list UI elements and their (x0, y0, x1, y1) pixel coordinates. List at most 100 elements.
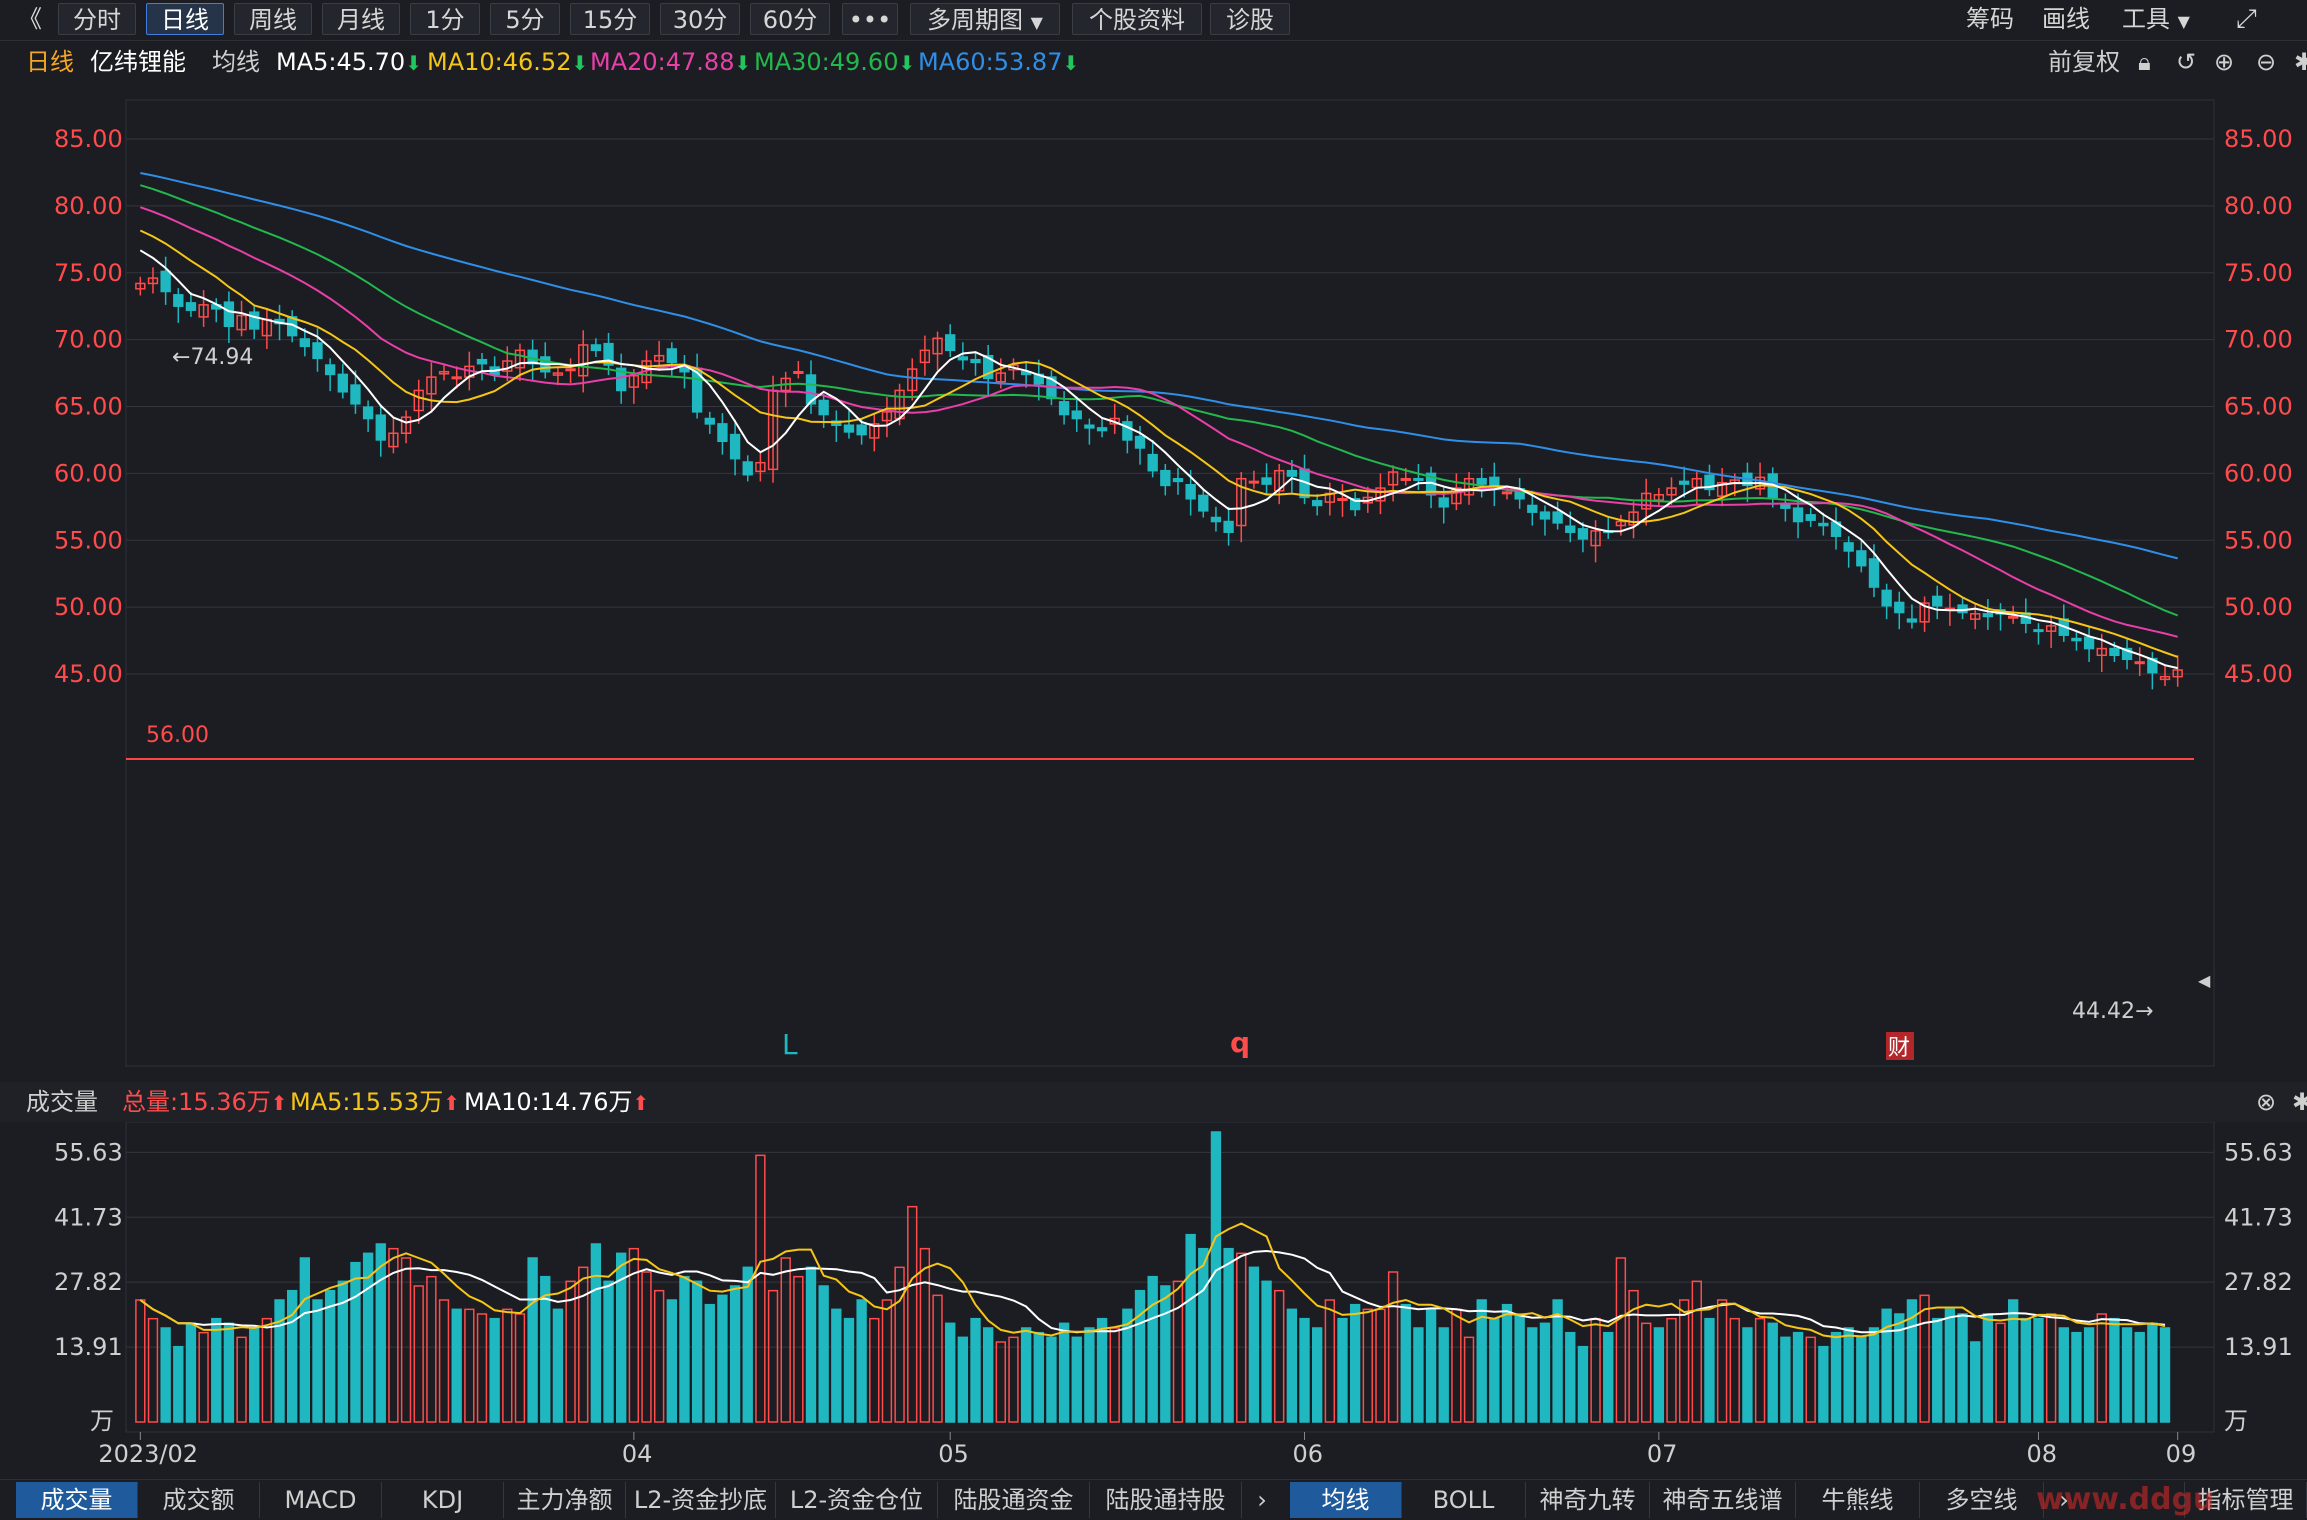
volume-bar[interactable] (729, 1285, 741, 1423)
candle[interactable] (400, 416, 412, 435)
volume-bar[interactable] (1248, 1266, 1260, 1423)
tab-long-short[interactable]: 多空线 (1920, 1482, 2044, 1518)
volume-bar[interactable] (2159, 1327, 2171, 1423)
tab-l2-position[interactable]: L2-资金仓位 (776, 1482, 938, 1518)
volume-bar[interactable] (400, 1257, 412, 1423)
event-marker-q[interactable]: q (1230, 1026, 1250, 1059)
volume-bar[interactable] (1666, 1317, 1677, 1423)
volume-bar[interactable] (211, 1317, 222, 1423)
volume-bar[interactable] (1628, 1289, 1639, 1423)
candle[interactable] (869, 423, 880, 439)
volume-bar[interactable] (1172, 1280, 1184, 1423)
volume-bar[interactable] (185, 1322, 197, 1423)
volume-bar[interactable] (1400, 1303, 1411, 1423)
tab-volume[interactable]: 成交量 (16, 1482, 138, 1518)
tab-daily[interactable]: 日线 (146, 3, 224, 35)
volume-bar[interactable] (1324, 1299, 1336, 1423)
candle[interactable] (603, 342, 614, 366)
candle[interactable] (1780, 503, 1791, 509)
candle[interactable] (1868, 558, 1880, 588)
volume-bar[interactable] (426, 1275, 437, 1423)
volume-bar[interactable] (1539, 1322, 1551, 1423)
volume-bar[interactable] (1223, 1247, 1234, 1423)
volume-bar[interactable] (919, 1247, 931, 1423)
candle[interactable] (616, 367, 627, 392)
volume-bar[interactable] (350, 1261, 361, 1423)
volume-bar[interactable] (388, 1247, 399, 1423)
volume-bar[interactable] (2020, 1317, 2031, 1423)
volume-bar[interactable] (287, 1289, 298, 1423)
volume-bar[interactable] (1982, 1313, 1994, 1423)
volume-bar[interactable] (274, 1299, 285, 1423)
candle[interactable] (945, 334, 956, 352)
volume-bar[interactable] (1843, 1327, 1854, 1423)
volume-bar[interactable] (1337, 1317, 1348, 1423)
candle[interactable] (2109, 647, 2120, 657)
ma-label[interactable]: 均线 (212, 48, 260, 76)
volume-bar[interactable] (1590, 1317, 1601, 1423)
candle[interactable] (451, 376, 462, 380)
volume-bar[interactable] (375, 1243, 386, 1423)
candle[interactable] (1527, 504, 1538, 513)
candle[interactable] (1286, 469, 1298, 477)
volume-bar[interactable] (198, 1331, 209, 1423)
candle[interactable] (843, 424, 855, 433)
candle[interactable] (147, 277, 159, 285)
volume-bar[interactable] (261, 1317, 273, 1423)
volume-bar[interactable] (907, 1205, 918, 1423)
candle[interactable] (514, 349, 526, 369)
volume-bar[interactable] (1058, 1322, 1070, 1423)
volume-bar[interactable] (540, 1275, 551, 1423)
candle[interactable] (1071, 410, 1082, 420)
candle[interactable] (1160, 469, 1171, 487)
candle[interactable] (438, 370, 450, 375)
volume-bar[interactable] (1096, 1317, 1108, 1423)
volume-bar[interactable] (1134, 1289, 1146, 1423)
volume-bar[interactable] (1729, 1317, 1740, 1423)
tab-magic-five[interactable]: 神奇五线谱 (1650, 1482, 1796, 1518)
volume-bar[interactable] (1944, 1308, 1956, 1423)
candle[interactable] (1843, 542, 1854, 552)
candle[interactable] (1274, 469, 1285, 492)
volume-bar[interactable] (616, 1252, 627, 1423)
candle[interactable] (1881, 589, 1892, 607)
candle[interactable] (1805, 514, 1816, 521)
candle[interactable] (198, 304, 209, 318)
volume-bar[interactable] (1868, 1327, 1880, 1423)
volume-bar[interactable] (1527, 1327, 1538, 1423)
tab-l2-bottom[interactable]: L2-资金抄底 (626, 1482, 776, 1518)
multi-period-dropdown[interactable]: 多周期图 ▼ (910, 3, 1060, 35)
volume-bar[interactable] (337, 1280, 348, 1423)
volume-bar[interactable] (1906, 1299, 1918, 1423)
volume-bar[interactable] (489, 1317, 500, 1423)
candle[interactable] (160, 270, 171, 293)
tab-15min[interactable]: 15分 (570, 3, 650, 35)
volume-bar[interactable] (1894, 1313, 1905, 1423)
profile-button[interactable]: 个股资料 (1072, 3, 1202, 35)
candle[interactable] (1666, 487, 1677, 496)
candle[interactable] (704, 417, 715, 425)
volume-bar[interactable] (160, 1327, 171, 1423)
volume-bar[interactable] (704, 1303, 715, 1423)
more-icon[interactable]: ••• (842, 3, 898, 35)
candle[interactable] (932, 337, 943, 355)
candle[interactable] (1906, 618, 1918, 623)
volume-bar[interactable] (1463, 1336, 1475, 1423)
tab-fenshi[interactable]: 分时 (58, 3, 136, 35)
volume-bar[interactable] (666, 1299, 677, 1423)
candle[interactable] (2045, 625, 2057, 632)
diagnose-button[interactable]: 诊股 (1210, 3, 1290, 35)
volume-bar[interactable] (1856, 1336, 1867, 1423)
candle[interactable] (881, 411, 893, 422)
candle[interactable] (1210, 516, 1222, 523)
candle[interactable] (565, 368, 576, 372)
candle[interactable] (1704, 474, 1715, 491)
volume-bar[interactable] (1160, 1285, 1171, 1423)
candle[interactable] (185, 302, 197, 311)
volume-bar[interactable] (1046, 1336, 1057, 1423)
volume-bar[interactable] (1476, 1299, 1487, 1423)
ma10-line[interactable] (139, 229, 2179, 658)
volume-bar[interactable] (590, 1243, 602, 1423)
candle[interactable] (1400, 477, 1411, 481)
volume-bar[interactable] (324, 1289, 336, 1423)
